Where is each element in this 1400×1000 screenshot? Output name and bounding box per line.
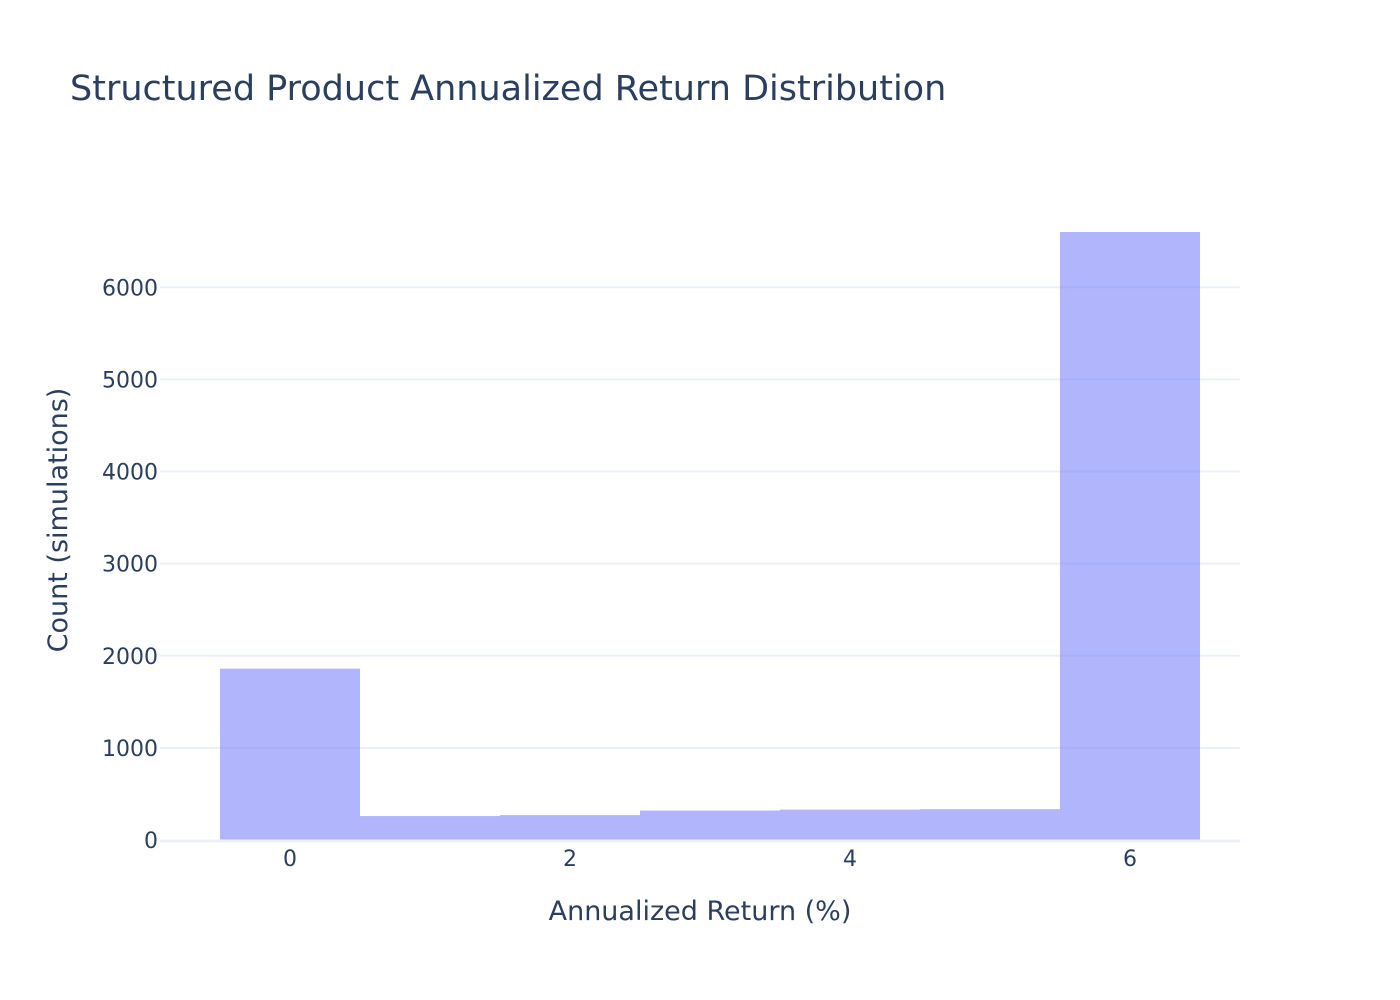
histogram-bar[interactable] bbox=[500, 815, 640, 840]
y-tick-label: 5000 bbox=[102, 368, 158, 393]
y-tick-label: 4000 bbox=[102, 461, 158, 486]
y-axis-ticks: 0 1000 2000 3000 4000 5000 6000 bbox=[102, 276, 158, 854]
x-tick-label: 2 bbox=[563, 847, 577, 872]
x-tick-label: 0 bbox=[283, 847, 297, 872]
histogram-bar[interactable] bbox=[220, 668, 360, 840]
histogram-bar[interactable] bbox=[780, 809, 920, 840]
chart-title: Structured Product Annualized Return Dis… bbox=[70, 69, 946, 109]
y-tick-label: 3000 bbox=[102, 553, 158, 578]
histogram-bar[interactable] bbox=[360, 816, 500, 840]
y-tick-label: 2000 bbox=[102, 645, 158, 670]
x-tick-label: 6 bbox=[1123, 847, 1137, 872]
histogram-bar[interactable] bbox=[920, 809, 1060, 840]
x-axis-title: Annualized Return (%) bbox=[549, 896, 852, 927]
histogram-bar[interactable] bbox=[1060, 232, 1200, 840]
y-axis-title: Count (simulations) bbox=[43, 388, 74, 653]
y-tick-label: 0 bbox=[144, 829, 158, 854]
histogram-bars bbox=[220, 232, 1200, 840]
y-tick-label: 6000 bbox=[102, 276, 158, 301]
x-tick-label: 4 bbox=[843, 847, 857, 872]
x-axis-ticks: 0 2 4 6 bbox=[283, 847, 1137, 872]
histogram-bar[interactable] bbox=[640, 810, 780, 840]
y-tick-label: 1000 bbox=[102, 737, 158, 762]
